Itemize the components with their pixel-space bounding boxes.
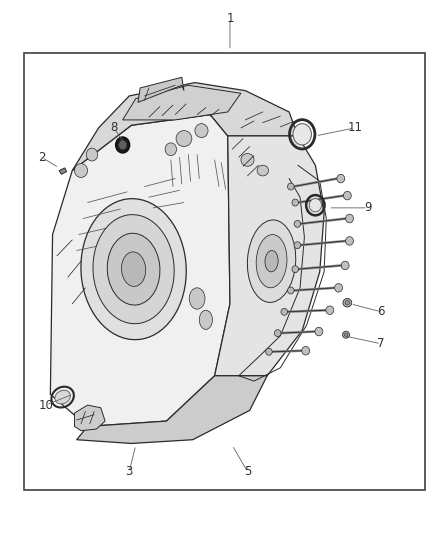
Polygon shape xyxy=(123,85,241,120)
Ellipse shape xyxy=(189,288,205,309)
Text: 5: 5 xyxy=(244,465,251,478)
Ellipse shape xyxy=(326,306,334,314)
Ellipse shape xyxy=(294,242,301,248)
Ellipse shape xyxy=(346,214,353,223)
Ellipse shape xyxy=(257,165,268,176)
Ellipse shape xyxy=(281,308,287,315)
Ellipse shape xyxy=(265,349,272,356)
Ellipse shape xyxy=(86,148,98,161)
Ellipse shape xyxy=(121,252,146,286)
Ellipse shape xyxy=(345,301,350,305)
Ellipse shape xyxy=(293,124,311,145)
Ellipse shape xyxy=(93,215,174,324)
Ellipse shape xyxy=(343,298,352,307)
Ellipse shape xyxy=(302,346,310,355)
Ellipse shape xyxy=(81,199,186,340)
Ellipse shape xyxy=(287,287,294,294)
Text: 10: 10 xyxy=(39,399,53,411)
Ellipse shape xyxy=(119,140,127,150)
Text: 2: 2 xyxy=(38,151,46,164)
Ellipse shape xyxy=(315,327,323,336)
Text: 3: 3 xyxy=(126,465,133,478)
Ellipse shape xyxy=(247,220,296,302)
Ellipse shape xyxy=(116,137,130,153)
Ellipse shape xyxy=(256,235,287,288)
Ellipse shape xyxy=(287,183,294,190)
Polygon shape xyxy=(77,376,267,443)
Polygon shape xyxy=(74,405,105,431)
Text: 11: 11 xyxy=(347,122,362,134)
Ellipse shape xyxy=(265,251,278,272)
Text: 8: 8 xyxy=(110,122,117,134)
Ellipse shape xyxy=(195,124,208,138)
Text: 9: 9 xyxy=(364,201,372,214)
Ellipse shape xyxy=(335,284,343,292)
Ellipse shape xyxy=(343,331,350,338)
Ellipse shape xyxy=(274,329,281,337)
Text: 6: 6 xyxy=(377,305,385,318)
Ellipse shape xyxy=(292,199,299,206)
Ellipse shape xyxy=(74,164,88,177)
Ellipse shape xyxy=(292,266,299,273)
Polygon shape xyxy=(59,168,67,174)
Polygon shape xyxy=(50,115,230,426)
Ellipse shape xyxy=(309,198,321,212)
Text: 1: 1 xyxy=(226,12,234,25)
Ellipse shape xyxy=(344,333,348,336)
Ellipse shape xyxy=(165,143,177,156)
Ellipse shape xyxy=(294,221,301,227)
Ellipse shape xyxy=(199,310,212,329)
Bar xyxy=(24,53,425,490)
Ellipse shape xyxy=(346,237,353,245)
Polygon shape xyxy=(138,77,184,102)
Polygon shape xyxy=(215,136,324,376)
Ellipse shape xyxy=(341,261,349,270)
Ellipse shape xyxy=(343,191,351,200)
Ellipse shape xyxy=(176,131,192,147)
Ellipse shape xyxy=(337,174,345,183)
Polygon shape xyxy=(72,83,298,171)
Ellipse shape xyxy=(241,154,254,166)
Text: 7: 7 xyxy=(377,337,385,350)
Ellipse shape xyxy=(55,390,71,404)
Ellipse shape xyxy=(107,233,160,305)
